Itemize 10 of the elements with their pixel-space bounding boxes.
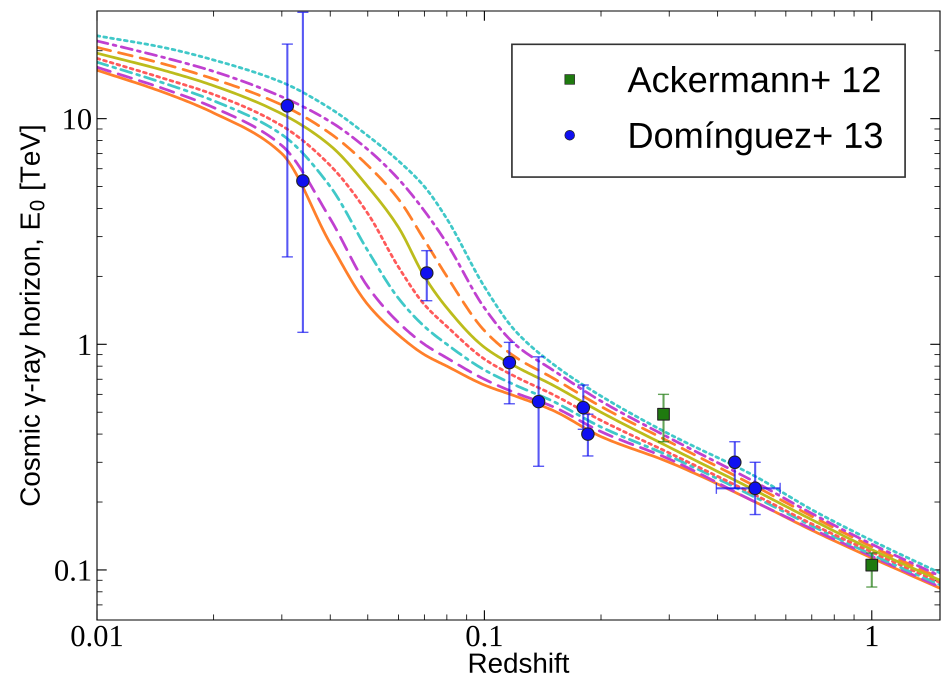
legend-label: Domínguez+ 13 xyxy=(630,121,882,156)
y-tick-label: 10 xyxy=(64,108,91,130)
x-axis-title: Redshift xyxy=(470,652,570,673)
legend-label: Ackermann+ 12 xyxy=(628,66,880,92)
y-tick-label: 0.1 xyxy=(55,560,90,581)
y-tick-label: 1 xyxy=(80,334,90,355)
x-tick-label: 0.01 xyxy=(71,626,122,646)
x-tick-label: 0.1 xyxy=(466,626,502,646)
y-axis-title: Cosmic γ-ray horizon, E$_{0}$ [TeV] xyxy=(20,126,46,506)
x-tick-label: 1 xyxy=(866,626,878,646)
